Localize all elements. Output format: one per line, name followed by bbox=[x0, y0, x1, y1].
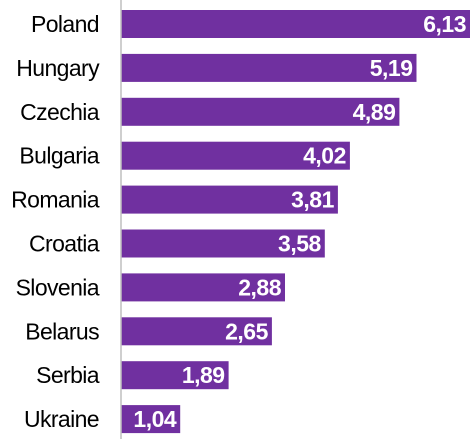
bar-serbia bbox=[121, 361, 229, 390]
bar-belarus bbox=[121, 317, 272, 346]
category-label-romania: Romania bbox=[11, 187, 100, 213]
category-label-hungary: Hungary bbox=[16, 55, 100, 81]
value-label-romania: 3,81 bbox=[291, 187, 334, 213]
value-labels: 6,13 5,19 4,89 4,02 3,81 3,58 2,88 2,651,891,04 bbox=[133, 11, 466, 432]
value-label-poland: 6,13 bbox=[423, 11, 466, 37]
category-label-slovenia: Slovenia bbox=[16, 274, 100, 300]
value-label-slovenia: 2,88 bbox=[238, 274, 281, 300]
bar-bulgaria bbox=[121, 141, 350, 170]
category-label-belarus: Belarus bbox=[25, 318, 99, 344]
bars-layer bbox=[121, 10, 470, 434]
category-labels: Poland Hungary Czechia Bulgaria Romania Croat… bbox=[11, 11, 101, 432]
category-label-ukraine: Ukraine bbox=[24, 406, 99, 432]
bar-slovenia bbox=[121, 273, 285, 302]
bar-croatia bbox=[121, 229, 325, 258]
bar-romania bbox=[121, 185, 338, 214]
category-label-poland: Poland bbox=[31, 11, 99, 37]
value-label-serbia: 1,89 bbox=[182, 362, 225, 388]
value-label-ukraine: 1,04 bbox=[133, 406, 176, 432]
value-label-croatia: 3,58 bbox=[278, 231, 321, 257]
bar-poland bbox=[121, 10, 470, 38]
value-label-belarus: 2,65 bbox=[225, 318, 268, 344]
category-label-croatia: Croatia bbox=[29, 231, 100, 257]
value-label-hungary: 5,19 bbox=[370, 55, 413, 81]
value-label-czechia: 4,89 bbox=[353, 99, 396, 125]
bar-hungary bbox=[121, 53, 417, 82]
category-label-serbia: Serbia bbox=[36, 362, 100, 388]
bar-ukraine bbox=[121, 405, 181, 434]
bar-czechia bbox=[121, 97, 400, 126]
value-label-bulgaria: 4,02 bbox=[303, 143, 346, 169]
category-label-bulgaria: Bulgaria bbox=[19, 143, 99, 169]
category-label-czechia: Czechia bbox=[20, 99, 100, 125]
